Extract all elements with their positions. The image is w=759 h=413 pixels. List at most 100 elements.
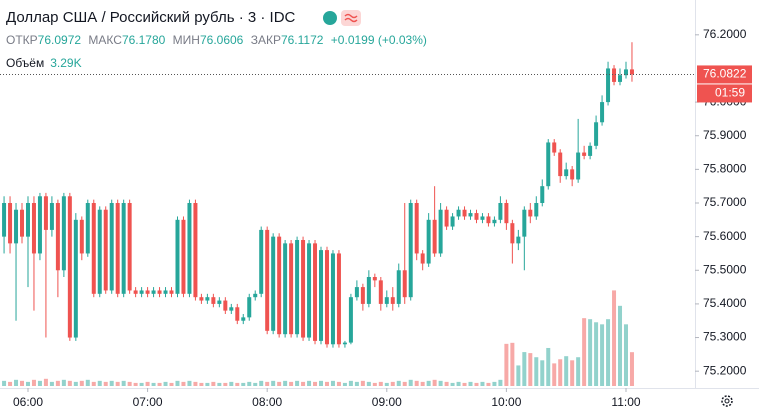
volume-bar xyxy=(420,381,425,386)
volume-bar xyxy=(121,380,126,386)
y-tick-label: 75.6000 xyxy=(703,229,747,243)
volume-bar xyxy=(564,356,569,386)
gear xyxy=(721,395,733,407)
y-tick-label: 75.3000 xyxy=(703,330,747,344)
volume-bar xyxy=(480,381,485,386)
candle-body xyxy=(145,290,150,294)
eye-icon[interactable] xyxy=(323,11,337,25)
candle-body xyxy=(342,342,347,345)
candle-body xyxy=(49,203,54,230)
compare-icon[interactable] xyxy=(341,10,361,26)
ohlc-value: 76.1780 xyxy=(121,33,166,47)
candle-body xyxy=(319,250,324,341)
volume-bar xyxy=(510,342,515,386)
candle-body xyxy=(37,196,42,254)
volume-bar xyxy=(217,382,222,386)
volume-bar xyxy=(133,382,138,386)
candle-body xyxy=(354,287,359,298)
candle-body xyxy=(552,142,557,153)
candle-body xyxy=(600,102,605,123)
candle-body xyxy=(85,203,90,254)
candle-body xyxy=(336,253,341,345)
candle-body xyxy=(8,203,13,244)
candle-body xyxy=(20,209,25,237)
volume-bar xyxy=(360,380,365,386)
candle-body xyxy=(504,203,509,224)
volume-bar xyxy=(498,379,503,386)
volume-bar xyxy=(444,381,449,386)
volume-bar xyxy=(528,353,533,386)
volume-bar xyxy=(313,381,318,386)
candle-body xyxy=(492,219,497,224)
volume-bar xyxy=(468,381,473,386)
volume-bar xyxy=(25,381,30,386)
settings-icon[interactable] xyxy=(721,395,733,407)
candle-body xyxy=(283,243,288,335)
volume-bar xyxy=(534,357,539,386)
ohlc-value: 76.1172 xyxy=(280,33,324,47)
y-tick-label: 75.8000 xyxy=(703,162,747,176)
candle-body xyxy=(127,203,132,291)
x-tick-label: 10:00 xyxy=(491,395,521,409)
candle-body xyxy=(480,216,485,220)
candle-body xyxy=(324,250,329,345)
volume-bar xyxy=(157,382,162,386)
y-tick-label: 75.9000 xyxy=(703,128,747,142)
volume-bar xyxy=(606,319,611,386)
gear-hub xyxy=(724,398,730,404)
volume-bar xyxy=(354,381,359,386)
candle-body xyxy=(133,290,138,294)
candle-body xyxy=(450,216,455,227)
candle-body xyxy=(510,223,515,244)
candle-body xyxy=(420,253,425,264)
candle-body xyxy=(462,209,467,217)
volume-bar xyxy=(49,381,54,386)
volume-bar xyxy=(462,382,467,386)
volume-bar xyxy=(295,380,300,386)
volume-bar xyxy=(576,357,581,386)
change: +0.0199 (+0.03%) xyxy=(330,33,427,47)
candle-body xyxy=(582,152,587,156)
candle-body xyxy=(623,69,628,76)
volume-bar xyxy=(372,382,377,386)
candle-body xyxy=(55,203,60,271)
volume-bar xyxy=(408,379,413,386)
x-tick-label: 07:00 xyxy=(133,395,163,409)
candle-body xyxy=(187,203,192,294)
volume-bar xyxy=(402,381,407,386)
volume-bar xyxy=(378,381,383,386)
x-tick-label: 11:00 xyxy=(611,395,640,409)
candle-body xyxy=(564,169,569,177)
candle-body xyxy=(372,277,377,281)
candle-body xyxy=(121,203,126,294)
volume-bar xyxy=(307,380,312,386)
volume-bar xyxy=(324,381,329,386)
volume-bar xyxy=(61,379,66,386)
volume-bar xyxy=(426,380,431,386)
ohlc-value: 76.0606 xyxy=(199,33,244,47)
legend: Доллар США / Российский рубль · 3 · IDC … xyxy=(6,6,431,73)
volume-bar xyxy=(594,322,599,386)
ohlc-value: 76.0972 xyxy=(37,33,82,47)
volume-row: Объём 3.29K xyxy=(6,53,431,73)
candle-body xyxy=(348,297,353,343)
volume-bar xyxy=(474,382,479,386)
volume-bar xyxy=(330,380,335,386)
candle-body xyxy=(181,219,186,294)
volume-bar xyxy=(570,360,575,386)
x-tick-label: 08:00 xyxy=(252,395,282,409)
volume-bar xyxy=(336,381,341,386)
volume-bar xyxy=(492,381,497,386)
volume-bar xyxy=(43,378,48,386)
ohlc-key: МАКС xyxy=(88,33,122,47)
volume-bar xyxy=(2,380,7,386)
volume-key: Объём xyxy=(6,56,45,70)
candle-body xyxy=(468,213,473,217)
candle-body xyxy=(313,243,318,341)
candle-body xyxy=(522,209,527,237)
volume-bar xyxy=(600,324,605,386)
volume-bar xyxy=(289,381,294,386)
volume-bar xyxy=(582,318,587,386)
volume-bar xyxy=(283,380,288,386)
volume-bar xyxy=(199,382,204,386)
